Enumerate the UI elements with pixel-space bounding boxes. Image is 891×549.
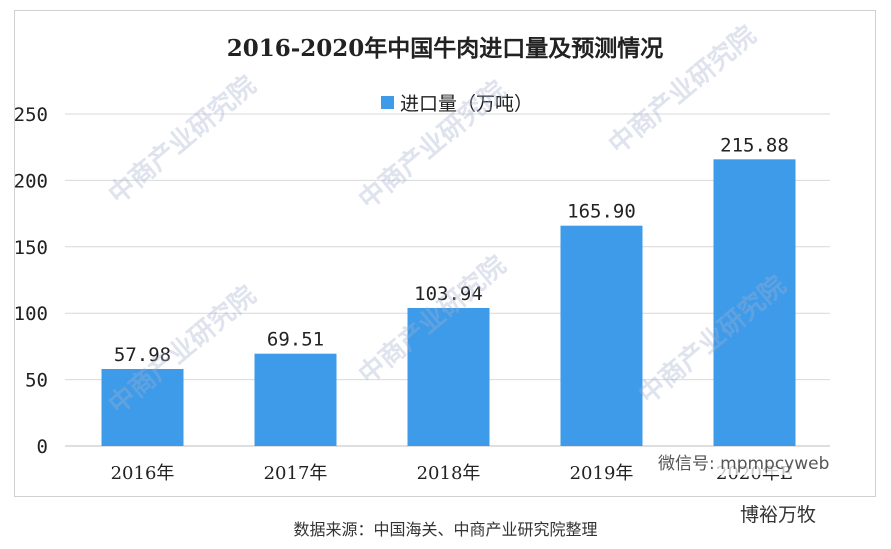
chart-title: 2016-2020年中国牛肉进口量及预测情况 [226,35,664,62]
brand-overlay: 博裕万牧 [740,504,817,526]
bar [101,369,184,446]
wechat-id-overlay: 微信号: mpmpcyweb [654,448,834,475]
bar [713,159,796,447]
x-tick-label: 2016年 [111,463,175,484]
y-tick-label: 0 [37,436,48,458]
source-note: 数据来源：中国海关、中商产业研究院整理 [293,520,598,539]
y-tick-label: 200 [14,170,48,192]
chart-legend: 进口量（万吨） [381,89,533,116]
data-label: 57.98 [114,344,171,366]
x-tick-label: 2017年 [264,463,328,484]
legend-label: 进口量（万吨） [400,93,534,115]
bar [407,307,490,446]
y-tick-label: 150 [14,237,48,259]
x-tick-label: 2018年 [417,463,481,484]
data-label: 165.90 [567,201,636,223]
data-label: 215.88 [720,134,789,156]
legend-swatch [381,96,394,109]
x-tick-label: 2019年 [570,463,634,484]
data-label: 103.94 [414,283,483,305]
y-tick-label: 50 [25,370,48,392]
y-tick-label: 250 [14,104,48,126]
y-tick-label: 100 [14,303,48,325]
bar [254,353,337,446]
data-label: 69.51 [267,329,324,351]
bar [560,225,643,446]
